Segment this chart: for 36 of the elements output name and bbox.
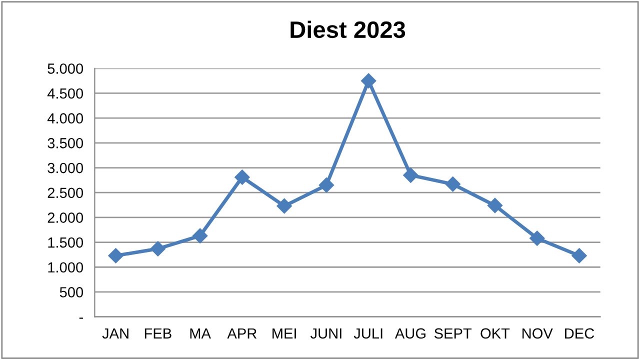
x-tick-label: MA [190, 328, 211, 338]
y-tick-label: 5.000 [48, 64, 84, 74]
point [234, 170, 250, 185]
x-tick-label: APR [227, 328, 256, 338]
y-tick-label: 4.500 [47, 88, 84, 99]
point [445, 176, 460, 192]
y-tick-label: 1.000 [48, 262, 84, 273]
y-tick-label: - [79, 318, 83, 319]
y-tick-label: 1.500 [48, 237, 84, 248]
x-tick-label: MEI [272, 328, 296, 338]
point [530, 230, 545, 246]
y-tick-label: 500 [60, 287, 84, 298]
chart-title: Diest 2023 [290, 20, 406, 38]
x-tick-label: JULI [354, 328, 382, 339]
x-tick-label: AUG [394, 328, 426, 339]
y-tick-label: 4.000 [47, 113, 84, 124]
point [361, 73, 376, 88]
point [318, 178, 334, 193]
x-tick-label: DEC [565, 328, 594, 339]
point [572, 248, 587, 264]
x-tick-label: NOV [522, 328, 553, 339]
x-tick-label: OKT [480, 328, 510, 339]
y-tick-label: 3.500 [48, 138, 84, 148]
x-tick-label: JUNI [310, 328, 342, 339]
point [487, 198, 503, 214]
x-tick-label: FEB [144, 328, 172, 338]
x-tick-label: JAN [102, 328, 128, 339]
point [403, 168, 418, 183]
y-tick-label: 2.500 [48, 188, 84, 198]
y-tick-label: 3.000 [48, 162, 84, 174]
point [108, 248, 124, 264]
y-tick-label: 2.000 [48, 212, 84, 223]
point [150, 241, 166, 256]
x-tick-label: SEPT [434, 328, 472, 339]
point [192, 228, 208, 244]
point [276, 198, 292, 214]
